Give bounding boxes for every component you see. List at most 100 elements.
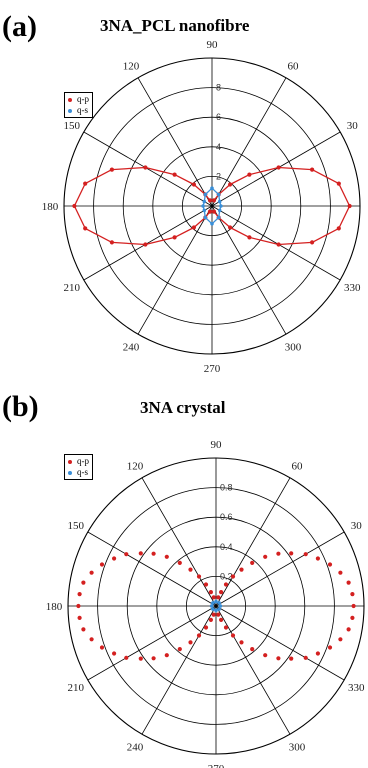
- data-point: [315, 556, 320, 561]
- data-point: [219, 204, 223, 208]
- data-point: [83, 181, 88, 186]
- legend-entry-qp: q-p: [68, 94, 89, 105]
- panel-a: 03060901201501802102402703003302468 (a) …: [2, 10, 361, 375]
- data-point: [203, 625, 209, 630]
- data-point: [196, 633, 202, 638]
- data-point: [336, 226, 341, 231]
- data-point: [172, 172, 177, 177]
- angle-tick-label: 60: [292, 461, 304, 473]
- legend-marker-qp: [68, 459, 72, 464]
- data-point: [89, 570, 94, 575]
- data-point: [276, 551, 281, 556]
- data-point: [216, 595, 221, 600]
- grid-spoke: [83, 131, 213, 207]
- grid-spoke: [141, 605, 217, 735]
- data-point: [89, 637, 94, 642]
- data-point: [289, 551, 294, 556]
- polar-grid: [63, 57, 361, 355]
- grid-spoke: [211, 205, 287, 335]
- data-point: [217, 607, 221, 611]
- data-point: [191, 225, 196, 230]
- data-point: [191, 182, 196, 187]
- data-point: [217, 199, 222, 204]
- data-point: [247, 235, 252, 240]
- data-point: [346, 627, 351, 632]
- angle-tick-label: 240: [123, 341, 140, 353]
- angle-tick-label: 300: [285, 341, 302, 353]
- angle-tick-label: 180: [42, 201, 59, 213]
- data-point: [303, 552, 308, 557]
- series-q-s: [209, 599, 223, 613]
- data-point: [208, 617, 213, 622]
- data-point: [81, 580, 86, 585]
- data-point: [202, 208, 207, 213]
- grid-spoke: [87, 605, 217, 681]
- data-point: [210, 186, 214, 190]
- data-point: [124, 655, 129, 660]
- data-point: [217, 208, 222, 213]
- data-point: [327, 645, 333, 650]
- data-point: [172, 235, 177, 240]
- data-point: [143, 165, 148, 170]
- angle-tick-label: 120: [123, 61, 140, 73]
- legend-label-qs: q-s: [77, 467, 88, 477]
- polar-grid: [67, 457, 365, 755]
- angle-tick-label: 90: [211, 439, 223, 451]
- polar-chart-a: 03060901201501802102402703003302468: [42, 39, 361, 375]
- angle-tick-label: 270: [208, 763, 225, 768]
- data-point: [230, 633, 236, 638]
- data-point: [250, 647, 255, 652]
- data-point: [276, 242, 281, 247]
- data-point: [338, 570, 343, 575]
- data-point: [228, 225, 233, 230]
- radial-tick-label: 0.8: [220, 483, 233, 493]
- angle-tick-label: 90: [207, 39, 219, 51]
- data-point: [216, 215, 221, 220]
- data-point: [72, 203, 77, 209]
- polar-chart-b: 03060901201501802102402703003300.20.40.6…: [46, 439, 365, 768]
- panel-b: 03060901201501802102402703003300.20.40.6…: [0, 384, 368, 768]
- data-point: [247, 172, 252, 177]
- data-point: [315, 651, 320, 656]
- data-point: [112, 651, 117, 656]
- data-point: [203, 192, 208, 197]
- grid-spoke: [215, 605, 291, 735]
- data-point: [223, 582, 229, 587]
- grid-spoke: [83, 205, 213, 281]
- legend-marker-qs: [68, 470, 72, 475]
- data-point: [99, 645, 105, 650]
- angle-tick-label: 60: [288, 61, 300, 73]
- data-point: [109, 240, 114, 245]
- data-point: [250, 560, 255, 565]
- panel-label-b: (b): [2, 390, 39, 423]
- grid-spoke: [211, 77, 287, 207]
- data-point: [81, 627, 86, 632]
- data-point: [211, 209, 217, 214]
- data-point: [211, 607, 215, 611]
- radial-tick-label: 8: [216, 83, 221, 93]
- data-point: [164, 653, 169, 658]
- data-point: [327, 562, 333, 567]
- data-point: [350, 592, 355, 597]
- angle-tick-label: 180: [46, 601, 63, 613]
- panel-label-a: (a): [2, 10, 37, 43]
- data-point: [99, 562, 105, 567]
- data-point: [338, 637, 343, 642]
- data-point: [211, 198, 217, 203]
- data-point: [310, 240, 315, 245]
- grid-spoke: [211, 205, 341, 281]
- data-point: [164, 554, 169, 559]
- data-point: [177, 647, 182, 652]
- data-point: [207, 209, 213, 214]
- grid-spoke: [141, 477, 217, 607]
- angle-tick-label: 270: [204, 363, 221, 375]
- angle-tick-label: 300: [289, 741, 306, 753]
- radial-tick-label: 0.6: [220, 512, 233, 522]
- data-point: [143, 242, 148, 247]
- data-point: [203, 215, 208, 220]
- angle-tick-label: 210: [67, 682, 84, 694]
- legend-label-qs: q-s: [77, 105, 88, 115]
- data-point: [216, 192, 221, 197]
- data-point: [211, 612, 216, 617]
- data-point: [201, 204, 205, 208]
